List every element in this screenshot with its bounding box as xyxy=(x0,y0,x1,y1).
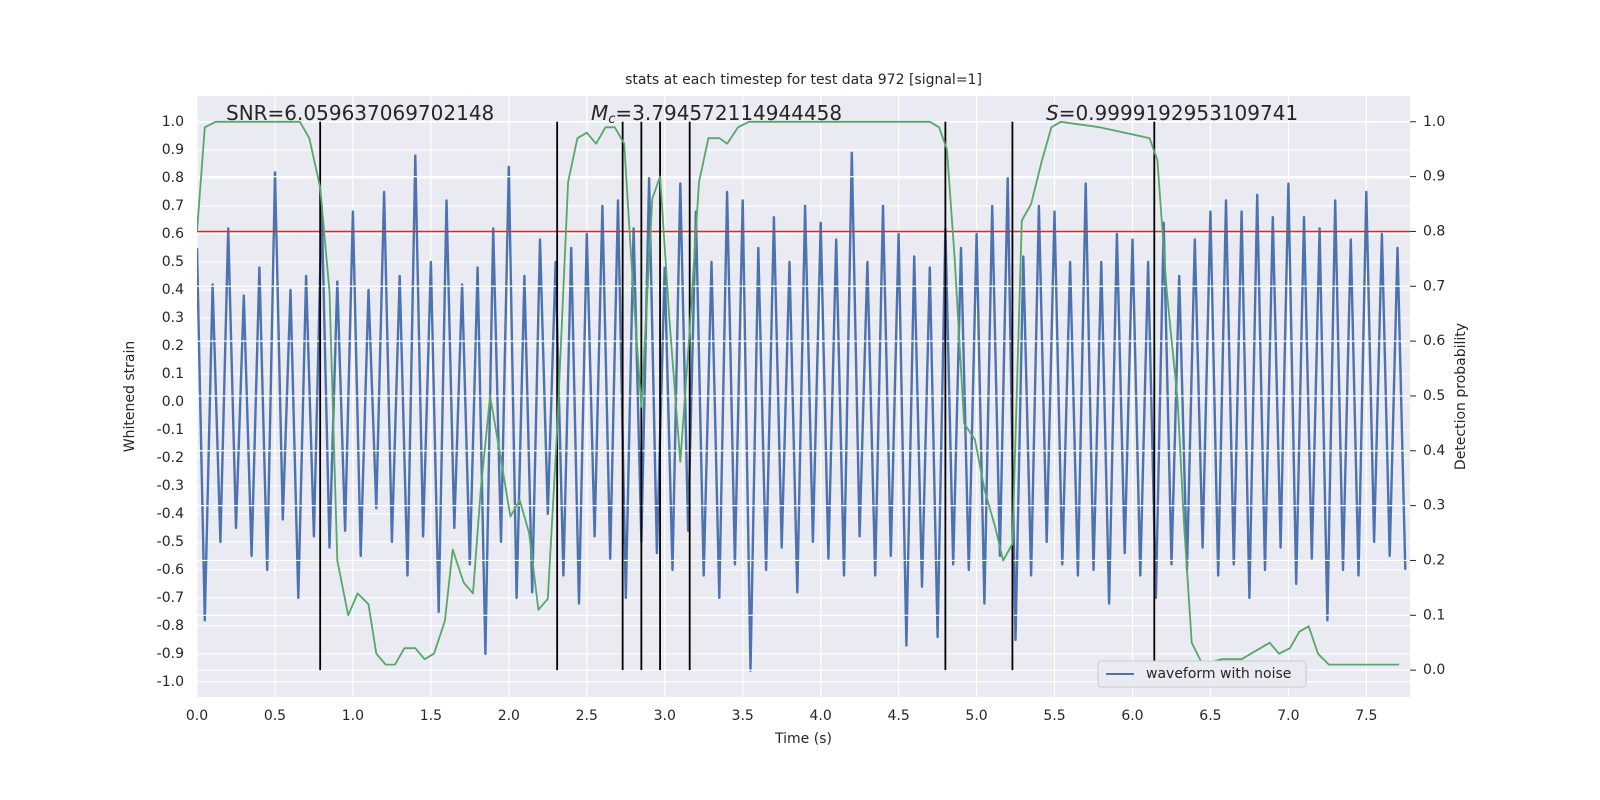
y2-tick-label: 0.2 xyxy=(1423,552,1445,568)
series-line xyxy=(197,151,1407,672)
y2-tick-label: 0.5 xyxy=(1423,388,1445,404)
x-tick-label: 1.0 xyxy=(342,708,364,724)
x-tick-label: 1.5 xyxy=(420,708,442,724)
y-tick-label: -0.3 xyxy=(157,478,184,494)
x-tick-label: 6.5 xyxy=(1199,708,1221,724)
x-tick-label: 3.5 xyxy=(732,708,754,724)
y-tick-label: 0.4 xyxy=(162,282,184,298)
annotation-text: SNR=6.059637069702148 xyxy=(226,101,494,125)
annotation-symbol: M xyxy=(591,101,608,125)
y-tick-label: 1.0 xyxy=(162,114,184,130)
annotation-symbol: S xyxy=(1046,101,1059,125)
y2-tick-label: 1.0 xyxy=(1423,114,1445,130)
legend-box xyxy=(1097,660,1307,688)
y-tick-label: -0.5 xyxy=(157,534,184,550)
y-tick-label: -0.9 xyxy=(157,646,184,662)
annotation: SNR=6.059637069702148 xyxy=(226,101,494,125)
legend-label: waveform with noise xyxy=(1146,666,1291,682)
x-tick-label: 0.0 xyxy=(186,708,208,724)
y-tick-label: 0.8 xyxy=(162,170,184,186)
y-tick-label: -0.2 xyxy=(157,450,184,466)
y2-tick-label: 0.0 xyxy=(1423,662,1445,678)
y2-axis-label: Detection probability xyxy=(1453,323,1469,470)
y-tick-label: 0.2 xyxy=(162,338,184,354)
y-tick-label: 0.3 xyxy=(162,310,184,326)
y-tick-label: -1.0 xyxy=(157,674,184,690)
y-tick-label: -0.8 xyxy=(157,618,184,634)
annotation-subscript: c xyxy=(608,112,615,127)
x-tick-label: 4.0 xyxy=(810,708,832,724)
y2-tick-label: 0.8 xyxy=(1423,223,1445,239)
x-tick-label: 7.5 xyxy=(1355,708,1377,724)
x-tick-label: 6.0 xyxy=(1121,708,1143,724)
x-tick-label: 0.5 xyxy=(264,708,286,724)
x-tick-label: 5.0 xyxy=(965,708,987,724)
y-tick-label: 0.5 xyxy=(162,254,184,270)
y2-tick-label: 0.9 xyxy=(1423,169,1445,185)
x-tick-label: 2.0 xyxy=(498,708,520,724)
x-tick-label: 3.0 xyxy=(654,708,676,724)
annotation-text: =3.794572114944458 xyxy=(615,101,842,125)
y2-tick-label: 0.1 xyxy=(1423,607,1445,623)
chart-title: stats at each timestep for test data 972… xyxy=(625,72,982,88)
x-tick-label: 4.5 xyxy=(887,708,909,724)
x-tick-label: 2.5 xyxy=(576,708,598,724)
y-tick-label: -0.7 xyxy=(157,590,184,606)
y-tick-label: 0.7 xyxy=(162,198,184,214)
y-axis-label: Whitened strain xyxy=(122,341,138,452)
y2-tick-label: 0.4 xyxy=(1423,443,1445,459)
y-tick-label: 0.1 xyxy=(162,366,184,382)
y2-tick-label: 0.7 xyxy=(1423,278,1445,294)
annotation: Mc=3.794572114944458 xyxy=(591,101,842,127)
x-tick-label: 7.0 xyxy=(1277,708,1299,724)
x-axis-label: Time (s) xyxy=(774,731,832,747)
y-tick-label: 0.6 xyxy=(162,226,184,242)
y-tick-label: 0.0 xyxy=(162,394,184,410)
y2-tick-label: 0.6 xyxy=(1423,333,1445,349)
y-tick-label: 0.9 xyxy=(162,142,184,158)
y-tick-label: -0.6 xyxy=(157,562,184,578)
series-line xyxy=(197,120,1400,666)
x-tick-label: 5.5 xyxy=(1043,708,1065,724)
annotation: S=0.9999192953109741 xyxy=(1046,101,1298,125)
y-tick-label: -0.4 xyxy=(157,506,184,522)
y-tick-label: -0.1 xyxy=(157,422,184,438)
y2-tick-label: 0.3 xyxy=(1423,498,1445,514)
annotation-text: =0.9999192953109741 xyxy=(1059,101,1298,125)
